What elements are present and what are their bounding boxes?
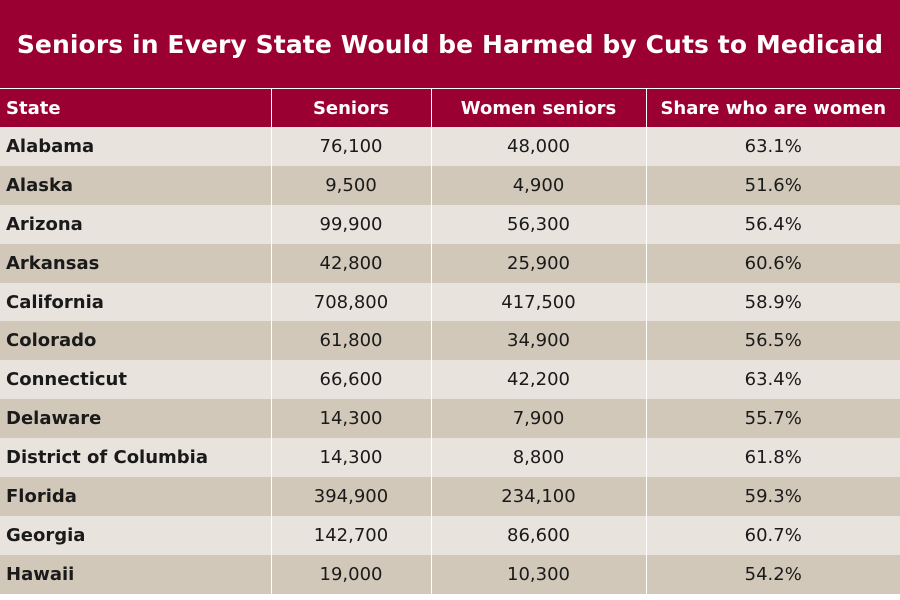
share-women-cell: 61.8% — [645, 438, 900, 478]
table-header: State Seniors Women seniors Share who ar… — [0, 88, 900, 127]
state-cell: Alaska — [0, 165, 271, 205]
column-header-seniors: Seniors — [270, 88, 431, 127]
share-women-cell: 63.4% — [645, 360, 900, 400]
seniors-cell: 14,300 — [270, 438, 431, 478]
seniors-cell: 66,600 — [270, 360, 431, 400]
seniors-cell: 61,800 — [270, 321, 431, 361]
header-row: State Seniors Women seniors Share who ar… — [0, 88, 900, 127]
share-women-cell: 55.7% — [645, 399, 900, 439]
table-row: Arizona 99,900 56,300 56.4% — [0, 204, 900, 244]
column-header-state: State — [0, 88, 271, 127]
share-women-cell: 51.6% — [645, 165, 900, 205]
share-women-cell: 63.1% — [645, 127, 900, 166]
women-seniors-cell: 7,900 — [430, 399, 646, 439]
state-cell: Arkansas — [0, 243, 271, 283]
table-row: Arkansas 42,800 25,900 60.6% — [0, 243, 900, 283]
column-header-share-women: Share who are women — [645, 88, 900, 127]
page-title: Seniors in Every State Would be Harmed b… — [16, 29, 884, 59]
women-seniors-cell: 56,300 — [430, 204, 646, 244]
state-cell: Connecticut — [0, 360, 271, 400]
state-cell: District of Columbia — [0, 438, 271, 478]
state-cell: Delaware — [0, 399, 271, 439]
women-seniors-cell: 48,000 — [430, 127, 646, 166]
seniors-cell: 99,900 — [270, 204, 431, 244]
state-cell: Colorado — [0, 321, 271, 361]
women-seniors-cell: 4,900 — [430, 165, 646, 205]
table-row: California 708,800 417,500 58.9% — [0, 282, 900, 322]
table-row: Georgia 142,700 86,600 60.7% — [0, 515, 900, 555]
women-seniors-cell: 25,900 — [430, 243, 646, 283]
state-cell: Alabama — [0, 127, 271, 166]
share-women-cell: 59.3% — [645, 477, 900, 516]
seniors-cell: 42,800 — [270, 243, 431, 283]
share-women-cell: 60.6% — [645, 243, 900, 283]
state-cell: California — [0, 282, 271, 322]
women-seniors-cell: 417,500 — [430, 282, 646, 322]
state-cell: Hawaii — [0, 554, 271, 594]
seniors-cell: 76,100 — [270, 127, 431, 166]
state-cell: Florida — [0, 477, 271, 516]
table-body: Alabama 76,100 48,000 63.1% Alaska 9,500 4,900… — [0, 127, 900, 594]
seniors-cell: 14,300 — [270, 399, 431, 439]
seniors-cell: 19,000 — [270, 554, 431, 594]
table-row: Delaware 14,300 7,900 55.7% — [0, 399, 900, 439]
share-women-cell: 54.2% — [645, 554, 900, 594]
share-women-cell: 56.5% — [645, 321, 900, 361]
seniors-cell: 142,700 — [270, 515, 431, 555]
women-seniors-cell: 86,600 — [430, 515, 646, 555]
title-bar: Seniors in Every State Would be Harmed b… — [0, 0, 900, 88]
seniors-cell: 9,500 — [270, 165, 431, 205]
table-row: Connecticut 66,600 42,200 63.4% — [0, 360, 900, 400]
table-row: District of Columbia 14,300 8,800 61.8% — [0, 438, 900, 478]
share-women-cell: 58.9% — [645, 282, 900, 322]
share-women-cell: 60.7% — [645, 515, 900, 555]
women-seniors-cell: 234,100 — [430, 477, 646, 516]
table-row: Alabama 76,100 48,000 63.1% — [0, 127, 900, 166]
women-seniors-cell: 34,900 — [430, 321, 646, 361]
state-cell: Arizona — [0, 204, 271, 244]
seniors-cell: 394,900 — [270, 477, 431, 516]
table-row: Hawaii 19,000 10,300 54.2% — [0, 554, 900, 594]
column-header-women-seniors: Women seniors — [430, 88, 646, 127]
share-women-cell: 56.4% — [645, 204, 900, 244]
table-row: Florida 394,900 234,100 59.3% — [0, 477, 900, 516]
table-row: Alaska 9,500 4,900 51.6% — [0, 165, 900, 205]
state-cell: Georgia — [0, 515, 271, 555]
women-seniors-cell: 10,300 — [430, 554, 646, 594]
seniors-cell: 708,800 — [270, 282, 431, 322]
data-table: State Seniors Women seniors Share who ar… — [0, 88, 900, 594]
women-seniors-cell: 42,200 — [430, 360, 646, 400]
women-seniors-cell: 8,800 — [430, 438, 646, 478]
table-row: Colorado 61,800 34,900 56.5% — [0, 321, 900, 361]
